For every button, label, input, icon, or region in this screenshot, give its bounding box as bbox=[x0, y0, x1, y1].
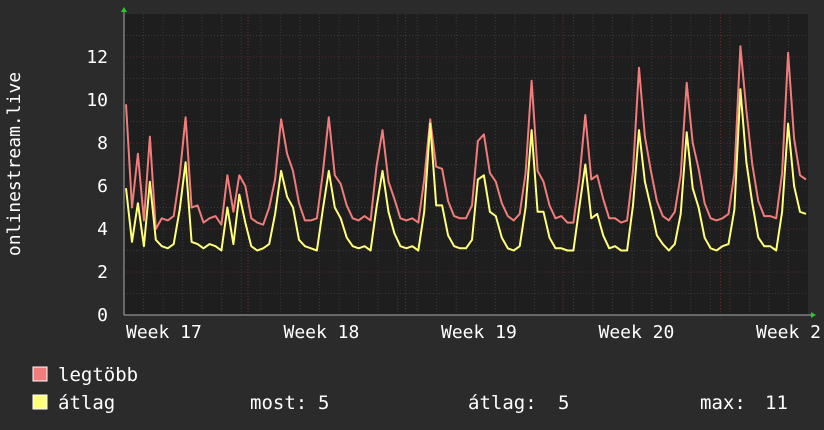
stat-avg-label: átlag: bbox=[468, 392, 537, 414]
x-tick-label: Week 18 bbox=[284, 322, 360, 343]
tick-labels: 0 2 4 6 8 10 12 Week 17 Week 18 Week 19 Week 20 Wee… bbox=[86, 47, 821, 343]
y-tick-label: 8 bbox=[97, 133, 108, 154]
legend-label-legtobb: legtöbb bbox=[58, 364, 138, 386]
stat-most-label: most: bbox=[250, 392, 307, 414]
x-tick-label: Week 17 bbox=[126, 322, 202, 343]
stat-avg-value: 5 bbox=[558, 392, 569, 414]
series-line-0 bbox=[125, 45, 807, 230]
y-tick-label: 4 bbox=[97, 219, 108, 240]
series-layer bbox=[125, 45, 807, 252]
x-tick-label: Week 2 bbox=[756, 322, 821, 343]
legend: legtöbb átlag bbox=[32, 364, 138, 414]
y-axis-arrow bbox=[121, 7, 127, 12]
stat-most-value: 5 bbox=[318, 392, 329, 414]
series-line-1 bbox=[125, 88, 807, 252]
legend-swatch-atlag bbox=[32, 394, 48, 410]
legend-label-atlag: átlag bbox=[58, 392, 115, 414]
y-tick-label: 0 bbox=[97, 305, 108, 326]
y-tick-label: 2 bbox=[97, 262, 108, 283]
x-tick-label: Week 19 bbox=[441, 322, 517, 343]
y-tick-label: 12 bbox=[86, 47, 108, 68]
stat-max-label: max: bbox=[700, 392, 746, 414]
axes bbox=[121, 7, 816, 318]
x-tick-label: Week 20 bbox=[599, 322, 675, 343]
y-tick-label: 6 bbox=[97, 176, 108, 197]
y-axis-label: onlinestream.live bbox=[4, 72, 25, 256]
stat-max-value: 11 bbox=[765, 392, 788, 414]
x-axis-arrow bbox=[811, 312, 816, 318]
y-tick-label: 10 bbox=[86, 90, 108, 111]
legend-swatch-legtobb bbox=[32, 366, 48, 382]
stats-row: most: 5 átlag: 5 max: 11 bbox=[250, 392, 788, 414]
